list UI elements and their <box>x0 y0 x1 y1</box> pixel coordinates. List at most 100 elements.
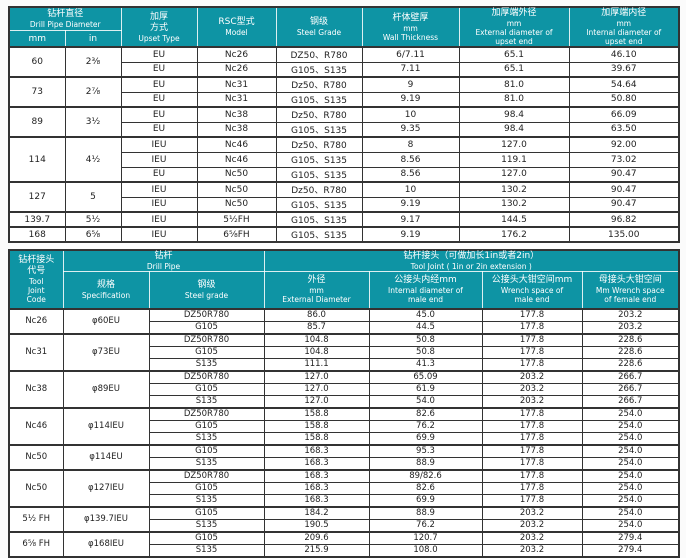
table-cell: 44.5 <box>368 320 483 334</box>
table-cell: φ114EU <box>62 443 150 470</box>
table-row: 5½ FH φ139.7IEU G105 184.2 88.9 203.2 254.0 <box>8 505 680 532</box>
table-cell: DZ50R780 <box>148 369 265 384</box>
header-drill-pipe-diameter: 钻杆直径 Drill Pipe Diameter <box>8 6 122 32</box>
table-cell: 69.9 <box>368 431 483 445</box>
table-cell: 130.2 <box>458 181 570 198</box>
table-cell: Nc50 <box>8 443 64 470</box>
table-cell: G105 <box>148 443 265 458</box>
table-cell: 95.3 <box>368 443 483 458</box>
table-cell: EU <box>120 76 198 93</box>
table-cell: 177.8 <box>481 345 583 359</box>
header-drill-pipe-group: 钻杆 Drill Pipe <box>62 249 265 272</box>
table-cell: 203.2 <box>581 320 680 334</box>
table-cell: Nc26 <box>196 61 277 78</box>
table-cell: 203.2 <box>481 543 583 557</box>
table-row: 168 6⅝ IEU 6⅝FH G105、S135 9.19 176.2 135.00 <box>8 226 680 243</box>
table-cell: 228.6 <box>581 357 680 371</box>
table-cell: 89 <box>8 106 66 138</box>
table-cell: 61.9 <box>368 382 483 396</box>
table-cell: 203.2 <box>481 382 583 396</box>
table-row: 114 4½ IEU Nc46 Dz50、R780 8 127.0 92.00 <box>8 136 680 183</box>
table-cell: 46.10 <box>568 46 680 63</box>
table-cell: S135 <box>148 456 265 470</box>
table-cell: 8 <box>361 136 460 153</box>
header-steel-grade: 钢级 Steel Grade <box>275 6 363 48</box>
table-cell: DZ50R780 <box>148 468 265 483</box>
table-cell: 98.4 <box>458 106 570 123</box>
table-cell: 10 <box>361 181 460 198</box>
table-cell: S135 <box>148 493 265 507</box>
table-cell: G105 <box>148 481 265 495</box>
header-upset-internal-diameter: 加厚端内径 mm Internal diameter of upset end <box>568 6 680 48</box>
table-cell: 177.8 <box>481 332 583 347</box>
table-cell: 6⅝FH <box>196 226 277 243</box>
drill-pipe-table-body: 60 2⅜ EU Nc26 DZ50、R780 6/7.11 65.1 46.10 EU Nc26… <box>8 46 680 243</box>
table-cell: IEU <box>120 151 198 168</box>
header-tool-joint-group: 钻杆接头（可做加长1in或者2in） Tool Joint ( 1in or 2… <box>263 249 680 272</box>
table-cell: Nc46 <box>196 136 277 153</box>
table-cell: 98.4 <box>458 121 570 138</box>
table-cell: Nc50 <box>8 468 64 507</box>
table-cell: EU <box>120 46 198 63</box>
table-cell: 63.50 <box>568 121 680 138</box>
header-steel-grade-2: 钢级 Steel grade <box>148 271 265 309</box>
table-cell: 39.67 <box>568 61 680 78</box>
header-wrench-space-female-end: 母接头大钳空间 Mm Wrench space of female end <box>581 271 680 309</box>
table-cell: Nc50 <box>196 166 277 183</box>
table-cell: 168 <box>8 226 66 243</box>
table-cell: 111.1 <box>263 357 370 371</box>
table-cell: 177.8 <box>481 443 583 458</box>
table-cell: 254.0 <box>581 493 680 507</box>
table-cell: Dz50、R780 <box>275 106 363 123</box>
table-cell: 88.9 <box>368 456 483 470</box>
table-cell: 50.80 <box>568 91 680 108</box>
table-cell: G105 <box>148 345 265 359</box>
table-row: G105 168.3 82.6 177.8 254.0 <box>9 481 680 495</box>
table-cell: 86.0 <box>263 307 370 322</box>
table-cell: 168.3 <box>263 456 370 470</box>
table-row: EU Nc50 G105、S135 8.56 127.0 90.47 <box>9 166 680 183</box>
header-wall-thickness: 杆体壁厚 mm Wall Thickness <box>361 6 460 48</box>
table-cell: 127.0 <box>458 136 570 153</box>
table-cell: 127.0 <box>263 369 370 384</box>
table-cell: 127.0 <box>458 166 570 183</box>
table-cell: IEU <box>120 196 198 213</box>
table-cell: 168.3 <box>263 443 370 458</box>
table-cell: 177.8 <box>481 456 583 470</box>
table-cell: 10 <box>361 106 460 123</box>
table-cell: φ139.7IEU <box>62 505 150 532</box>
header-drill-pipe-diameter-zh: 钻杆直径 <box>47 9 84 20</box>
table-cell: 139.7 <box>8 211 66 228</box>
table-cell: 89/82.6 <box>368 468 483 483</box>
table-row: Nc46 φ114IEU DZ50R780 158.8 82.6 177.8 254.0 <box>8 406 680 445</box>
table-cell: 266.7 <box>581 394 680 408</box>
table-cell: S135 <box>148 357 265 371</box>
table-row: G105 127.0 61.9 203.2 266.7 <box>9 382 680 396</box>
table-cell: 92.00 <box>568 136 680 153</box>
table-cell: 130.2 <box>458 196 570 213</box>
table-cell: G105 <box>148 530 265 545</box>
table-cell: DZ50R780 <box>148 332 265 347</box>
table-cell: 7.11 <box>361 61 460 78</box>
table-cell: 254.0 <box>581 443 680 458</box>
header-in: in <box>64 30 122 48</box>
table-cell: 279.4 <box>581 530 680 545</box>
tool-joint-table: 钻杆接头 代号 Tool Joint Code 钻杆 Drill Pipe 钻杆… <box>8 249 680 558</box>
table-cell: 203.2 <box>581 307 680 322</box>
header-specification: 规格 Specification <box>62 271 150 309</box>
table-row: 127 5 IEU Nc50 Dz50、R780 10 130.2 90.47 <box>8 181 680 213</box>
table-cell: 127.0 <box>263 382 370 396</box>
table-row: 139.7 5½ IEU 5½FH G105、S135 9.17 144.5 96.82 <box>8 211 680 228</box>
table-cell: φ89EU <box>62 369 150 408</box>
table-cell: 41.3 <box>368 357 483 371</box>
table-cell: 203.2 <box>481 369 583 384</box>
table-cell: G105、S135 <box>275 211 363 228</box>
table-cell: Nc26 <box>8 307 64 334</box>
table-cell: 177.8 <box>481 431 583 445</box>
table-cell: 203.2 <box>481 530 583 545</box>
table-cell: 168.3 <box>263 493 370 507</box>
drill-pipe-table-header: 钻杆直径 Drill Pipe Diameter 加厚 方式 Upset Typ… <box>8 6 680 48</box>
table-cell: 9.35 <box>361 121 460 138</box>
table-cell: 65.09 <box>368 369 483 384</box>
table-cell: 6⅝ <box>64 226 122 243</box>
